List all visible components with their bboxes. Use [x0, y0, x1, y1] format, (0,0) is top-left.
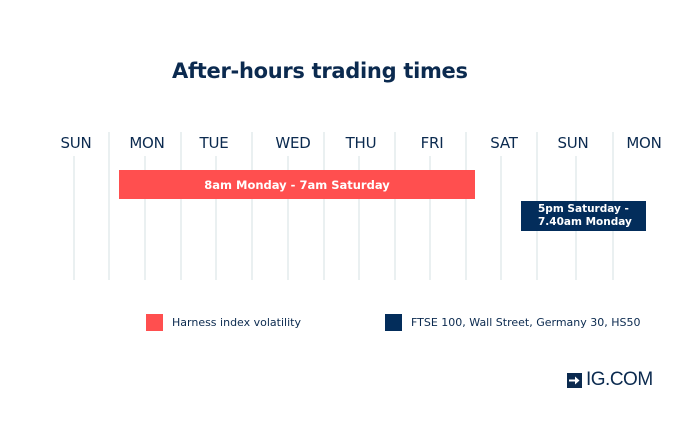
day-label-thu: THU — [345, 134, 377, 152]
legend-swatch-navy — [385, 314, 402, 331]
chart-title: After-hours trading times — [172, 59, 468, 83]
day-label-sat: SAT — [490, 134, 518, 152]
weekday-hours-label: 8am Monday - 7am Saturday — [204, 177, 390, 192]
day-center-line — [215, 156, 217, 280]
logo-text: IG.COM — [586, 369, 653, 390]
legend-swatch-red — [146, 314, 163, 331]
day-center-line — [429, 156, 431, 280]
day-label-sun-2: SUN — [557, 134, 589, 152]
day-label-tue: TUE — [199, 134, 229, 152]
day-center-line — [144, 156, 146, 280]
weekday-hours-bar: 8am Monday - 7am Saturday — [119, 170, 475, 199]
arrow-right-box-icon — [567, 372, 582, 388]
day-separator-line — [323, 132, 325, 280]
day-separator-line — [465, 132, 467, 280]
weekend-hours-label: 5pm Saturday - 7.40am Monday — [538, 203, 632, 228]
day-label-mon: MON — [129, 134, 165, 152]
day-center-line — [73, 156, 75, 280]
day-separator-line — [108, 132, 110, 280]
weekend-hours-bar: 5pm Saturday - 7.40am Monday — [521, 201, 646, 231]
day-label-sun: SUN — [60, 134, 92, 152]
day-center-line — [358, 156, 360, 280]
day-center-line — [287, 156, 289, 280]
day-separator-line — [394, 132, 396, 280]
day-separator-line — [251, 132, 253, 280]
ig-logo: IG.COM — [567, 369, 653, 391]
day-label-mon-2: MON — [626, 134, 662, 152]
day-label-wed: WED — [275, 134, 311, 152]
legend-item-indices: FTSE 100, Wall Street, Germany 30, HS50 — [385, 314, 641, 331]
legend-label: FTSE 100, Wall Street, Germany 30, HS50 — [411, 316, 641, 329]
day-center-line — [500, 156, 502, 280]
day-label-fri: FRI — [420, 134, 444, 152]
legend-label: Harness index volatility — [172, 316, 301, 329]
legend-item-volatility: Harness index volatility — [146, 314, 301, 331]
day-separator-line — [180, 132, 182, 280]
